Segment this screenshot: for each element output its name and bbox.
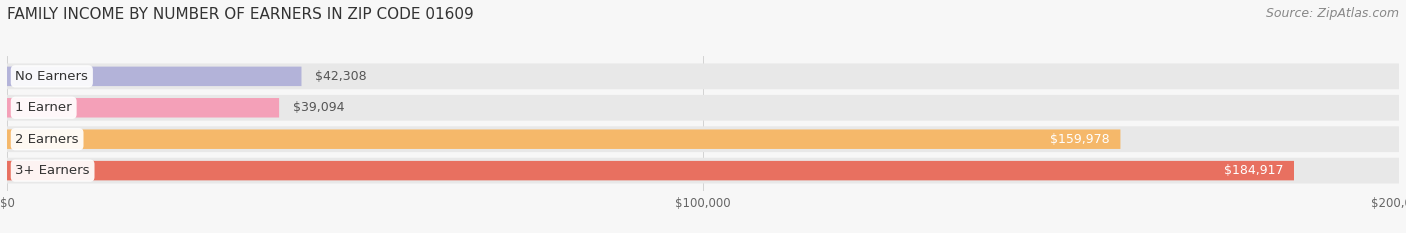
Text: No Earners: No Earners xyxy=(15,70,89,83)
Text: 2 Earners: 2 Earners xyxy=(15,133,79,146)
Text: 1 Earner: 1 Earner xyxy=(15,101,72,114)
Text: $39,094: $39,094 xyxy=(292,101,344,114)
Text: $42,308: $42,308 xyxy=(315,70,367,83)
Text: FAMILY INCOME BY NUMBER OF EARNERS IN ZIP CODE 01609: FAMILY INCOME BY NUMBER OF EARNERS IN ZI… xyxy=(7,7,474,22)
FancyBboxPatch shape xyxy=(7,161,1294,180)
FancyBboxPatch shape xyxy=(7,126,1399,152)
FancyBboxPatch shape xyxy=(7,63,1399,89)
FancyBboxPatch shape xyxy=(7,67,301,86)
Text: $159,978: $159,978 xyxy=(1050,133,1109,146)
FancyBboxPatch shape xyxy=(7,130,1121,149)
FancyBboxPatch shape xyxy=(7,98,280,117)
FancyBboxPatch shape xyxy=(7,158,1399,184)
FancyBboxPatch shape xyxy=(7,95,1399,121)
Text: 3+ Earners: 3+ Earners xyxy=(15,164,90,177)
Text: Source: ZipAtlas.com: Source: ZipAtlas.com xyxy=(1265,7,1399,20)
Text: $184,917: $184,917 xyxy=(1225,164,1284,177)
